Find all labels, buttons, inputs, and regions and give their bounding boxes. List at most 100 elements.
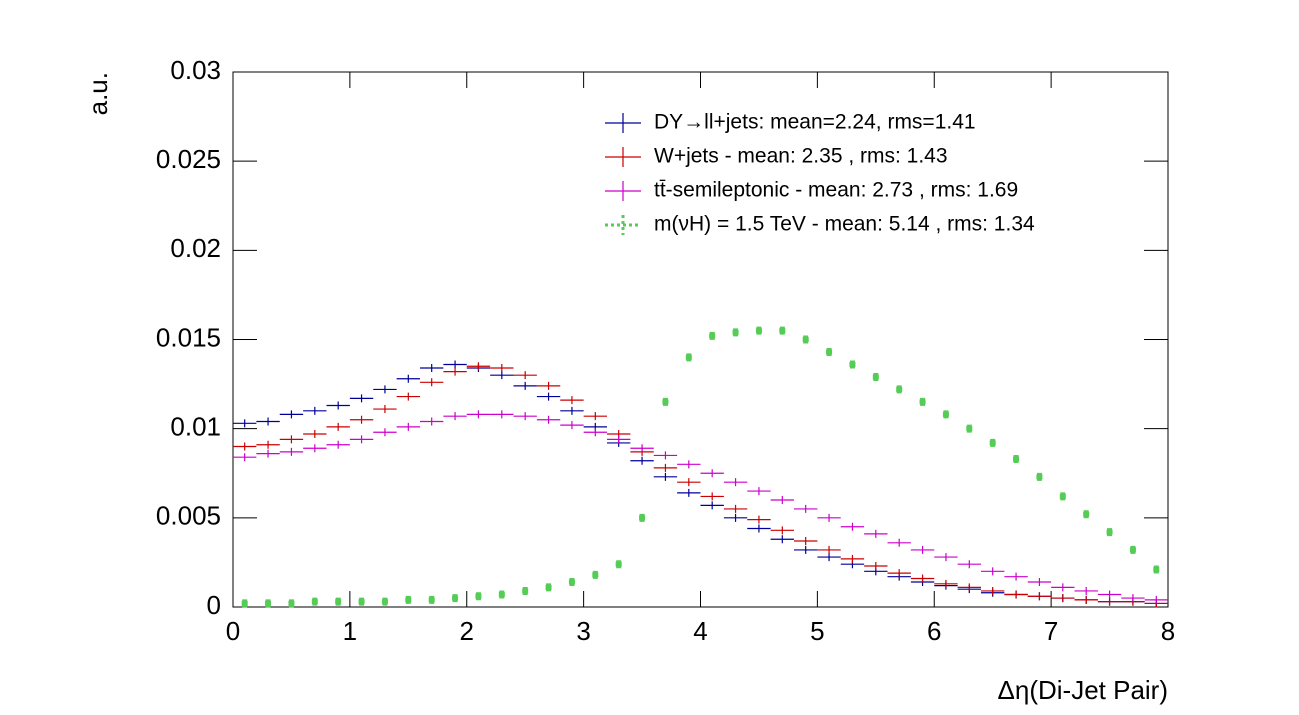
data-point: [794, 545, 818, 554]
x-tick-label: 7: [1044, 616, 1058, 646]
data-point: [732, 328, 739, 337]
data-point: [326, 422, 350, 431]
data-point: [872, 372, 879, 381]
data-point: [233, 419, 257, 428]
x-tick-label: 1: [343, 616, 357, 646]
data-point: [303, 406, 327, 415]
data-point: [896, 385, 903, 394]
data-point: [326, 440, 350, 449]
data-point: [747, 515, 771, 524]
legend-marker: [605, 215, 641, 235]
data-point: [700, 501, 724, 510]
data-point: [1051, 583, 1075, 592]
data-point: [794, 504, 818, 513]
data-point: [639, 513, 646, 522]
data-point: [630, 456, 654, 465]
data-point: [1106, 528, 1113, 537]
data-point: [428, 595, 435, 604]
data-point: [1121, 594, 1145, 603]
data-point: [490, 410, 514, 419]
data-point: [1144, 595, 1168, 604]
legend-marker: [605, 147, 641, 167]
data-point: [957, 583, 981, 592]
data-point: [256, 449, 280, 458]
data-point: [466, 362, 491, 371]
data-point: [1051, 594, 1075, 603]
data-point: [498, 590, 505, 599]
legend-label: DY→ll+jets: mean=2.24, rms=1.41: [654, 111, 976, 134]
data-point: [981, 586, 1005, 595]
data-point: [405, 595, 412, 604]
data-point: [443, 360, 467, 369]
data-point: [887, 569, 911, 578]
data-point: [747, 524, 771, 533]
x-tick-label: 3: [576, 616, 590, 646]
data-point: [1097, 597, 1122, 606]
legend-marker: [605, 181, 641, 201]
data-point: [709, 331, 716, 340]
data-point: [279, 410, 304, 419]
data-point: [536, 381, 561, 390]
data-point: [630, 444, 654, 453]
data-point: [942, 410, 949, 419]
data-point: [770, 526, 794, 535]
x-axis-label: Δη(Di-Jet Pair): [998, 675, 1169, 705]
data-point: [700, 469, 724, 478]
data-point: [653, 451, 678, 460]
y-axis-label: a.u.: [83, 72, 113, 115]
data-point: [817, 545, 841, 554]
data-point: [1059, 492, 1066, 501]
data-point: [1097, 590, 1122, 599]
x-tick-label: 8: [1161, 616, 1175, 646]
data-point: [233, 453, 257, 462]
data-point: [256, 417, 280, 426]
data-point: [420, 417, 444, 426]
data-point: [662, 397, 669, 406]
data-point: [536, 392, 561, 401]
data-point: [887, 538, 911, 547]
data-point: [934, 579, 958, 588]
data-point: [747, 487, 771, 496]
legend-label: m(νH) = 1.5 TeV - mean: 5.14 , rms: 1.34: [654, 213, 1035, 236]
data-point: [1083, 510, 1090, 519]
data-point: [303, 430, 327, 439]
data-point: [653, 472, 678, 481]
data-point: [723, 478, 748, 487]
legend-marker: [605, 113, 641, 133]
data-point: [568, 578, 575, 587]
data-point: [849, 360, 856, 369]
data-point: [957, 560, 981, 569]
data-point: [466, 410, 491, 419]
data-point: [490, 364, 514, 373]
data-point: [311, 597, 318, 606]
legend-label: W+jets - mean: 2.35 , rms: 1.43: [654, 145, 948, 168]
data-point: [677, 488, 701, 497]
data-point: [770, 535, 794, 544]
data-point: [349, 394, 374, 403]
data-point: [677, 478, 701, 487]
data-point: [396, 392, 420, 401]
data-point: [755, 326, 762, 335]
data-point: [779, 326, 786, 335]
data-point: [1153, 565, 1160, 574]
x-tick-label: 4: [693, 616, 707, 646]
data-point: [840, 554, 865, 563]
data-point: [256, 440, 280, 449]
data-point: [1074, 586, 1098, 595]
x-tick-label: 5: [810, 616, 824, 646]
data-point: [826, 347, 833, 356]
data-point: [864, 561, 888, 570]
data-point: [817, 553, 841, 562]
data-point: [653, 463, 678, 472]
data-point: [910, 574, 935, 583]
x-tick-label: 2: [460, 616, 474, 646]
data-point: [583, 412, 607, 421]
data-point: [560, 421, 584, 430]
data-point: [373, 385, 397, 394]
x-tick-label: 6: [927, 616, 941, 646]
data-point: [989, 438, 996, 447]
data-point: [1036, 472, 1043, 481]
data-point: [817, 513, 841, 522]
data-point: [1027, 592, 1052, 601]
